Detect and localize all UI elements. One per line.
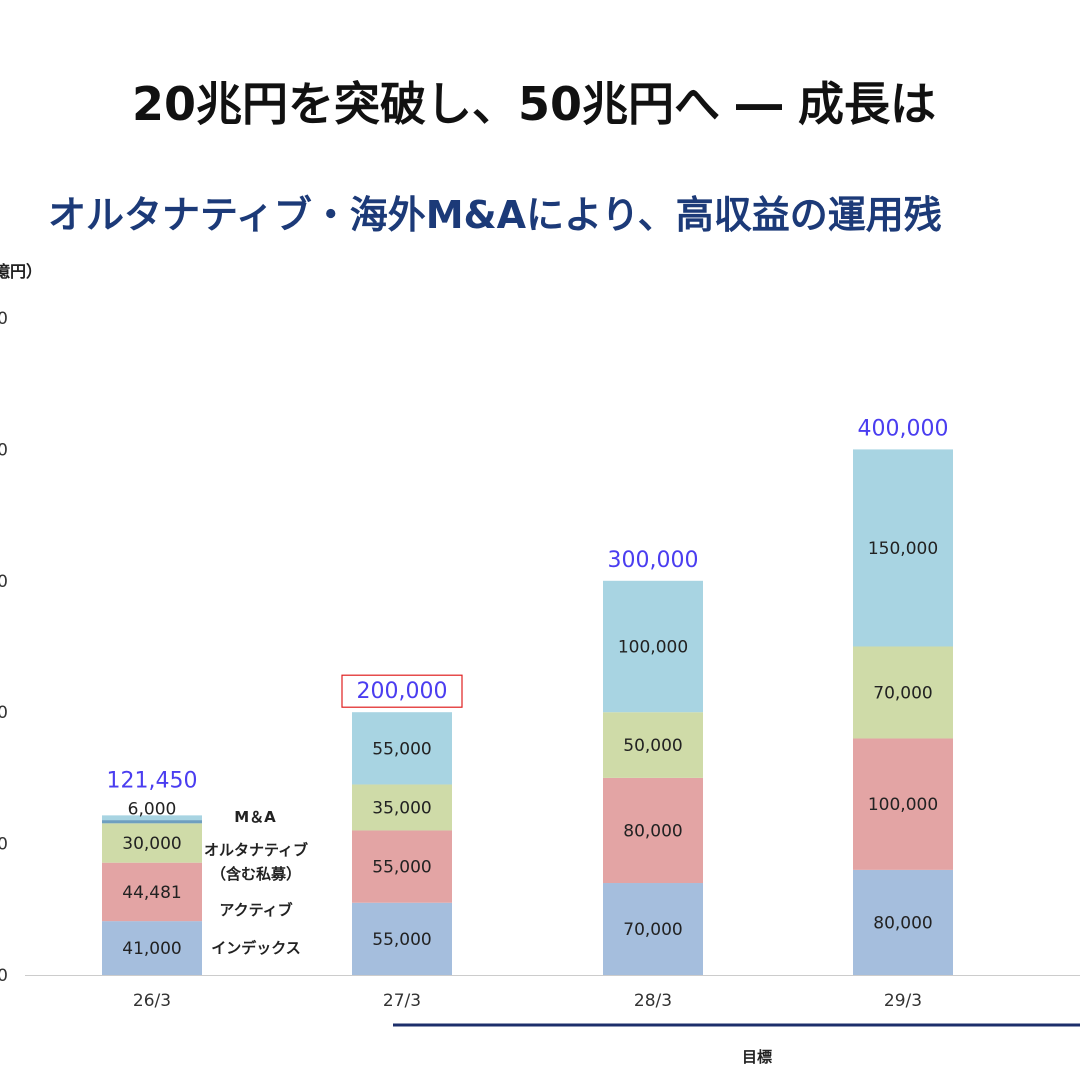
legend-label: M＆A bbox=[234, 808, 276, 826]
bar-segment bbox=[853, 449, 953, 647]
segment-label: 100,000 bbox=[618, 638, 688, 658]
y-tick-label: 400,000 bbox=[0, 440, 8, 460]
page-title: 20兆円を突破し、50兆円へ ― 成長は bbox=[132, 77, 937, 131]
bar-segment bbox=[603, 712, 703, 778]
segment-label: 55,000 bbox=[372, 858, 431, 878]
bar-segment bbox=[352, 712, 452, 785]
y-tick-label: 300,000 bbox=[0, 572, 8, 592]
highlight-box bbox=[341, 674, 463, 708]
y-tick-label: 200,000 bbox=[0, 703, 8, 723]
page-subtitle: オルタナティブ・海外M&Aにより、高収益の運用残 bbox=[48, 193, 942, 237]
bar-segment bbox=[603, 580, 703, 713]
segment-label: 50,000 bbox=[623, 736, 682, 756]
segment-label: 30,000 bbox=[122, 834, 181, 854]
y-axis-unit: 億円） bbox=[0, 262, 43, 281]
legend-label: アクティブ bbox=[219, 901, 292, 919]
segment-label: 80,000 bbox=[873, 913, 932, 933]
y-tick-label: 500,000 bbox=[0, 309, 8, 329]
legend-label: （含む私募） bbox=[211, 865, 301, 883]
total-label: 200,000 bbox=[357, 679, 448, 704]
bar-segment bbox=[352, 784, 452, 831]
x-tick-label: 27/3 bbox=[383, 991, 421, 1011]
x-tick-label: 29/3 bbox=[884, 991, 922, 1011]
bar-segment bbox=[853, 738, 953, 870]
bar-segment bbox=[102, 862, 202, 922]
segment-label: 55,000 bbox=[372, 739, 431, 759]
total-label: 400,000 bbox=[858, 416, 949, 441]
bar-segment bbox=[352, 830, 452, 903]
bar-segment bbox=[102, 921, 202, 975]
total-label: 121,450 bbox=[107, 768, 198, 793]
bar-segment bbox=[352, 902, 452, 975]
target-label: 目標 bbox=[742, 1048, 772, 1066]
bar-segment-edge bbox=[102, 820, 202, 824]
bar-segment bbox=[102, 823, 202, 863]
total-label: 300,000 bbox=[608, 548, 699, 573]
segment-label: 41,000 bbox=[122, 939, 181, 959]
bar-segment bbox=[603, 883, 703, 975]
x-tick-label: 28/3 bbox=[634, 991, 672, 1011]
segment-label: 80,000 bbox=[623, 821, 682, 841]
bar-segment bbox=[603, 777, 703, 884]
segment-label: 150,000 bbox=[868, 539, 938, 559]
segment-label: 6,000 bbox=[128, 799, 177, 819]
segment-label: 35,000 bbox=[372, 798, 431, 818]
y-tick-label: 100,000 bbox=[0, 835, 8, 855]
bar-segment bbox=[102, 815, 202, 824]
bar-segment bbox=[853, 646, 953, 739]
legend-label: オルタナティブ bbox=[204, 841, 308, 859]
segment-label: 55,000 bbox=[372, 930, 431, 950]
x-tick-label: 26/3 bbox=[133, 991, 171, 1011]
segment-label: 100,000 bbox=[868, 795, 938, 815]
segment-label: 70,000 bbox=[873, 683, 932, 703]
bar-segment bbox=[853, 869, 953, 975]
y-tick-label: 0 bbox=[0, 966, 8, 986]
segment-label: 70,000 bbox=[623, 920, 682, 940]
segment-label: 44,481 bbox=[122, 883, 181, 903]
legend-label: インデックス bbox=[211, 939, 301, 957]
